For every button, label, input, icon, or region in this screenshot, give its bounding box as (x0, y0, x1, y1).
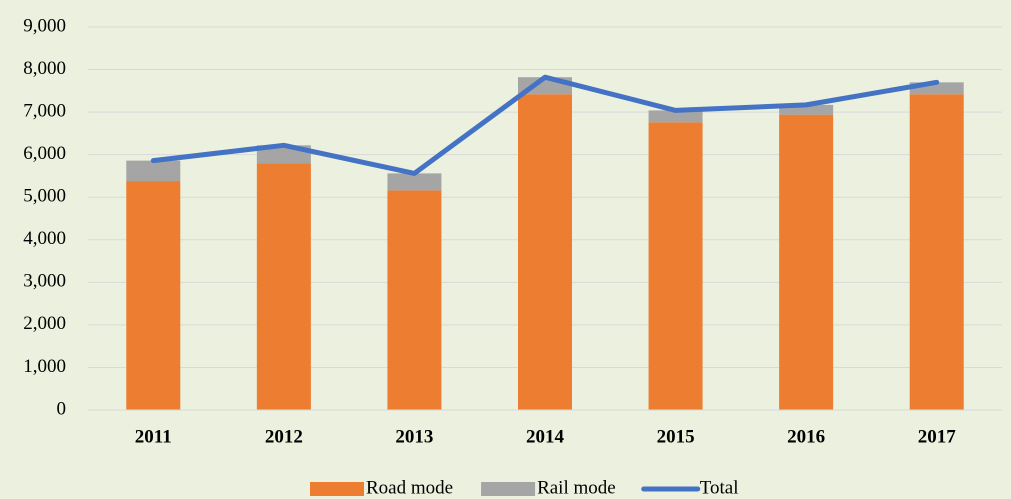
y-tick-label: 4,000 (23, 228, 66, 249)
bar (909, 82, 964, 95)
bar (518, 94, 572, 410)
x-tick-label: 2015 (657, 426, 695, 447)
y-tick-label: 6,000 (23, 143, 66, 164)
y-tick-label: 8,000 (23, 58, 66, 79)
x-tick-label: 2016 (787, 426, 825, 447)
bar (909, 94, 964, 410)
y-tick-label: 0 (57, 398, 67, 419)
bar (256, 163, 311, 410)
bar (126, 181, 181, 410)
line-series (150, 74, 940, 176)
y-tick-label: 9,000 (23, 15, 66, 36)
legend-label: Road mode (366, 477, 453, 498)
bar (387, 173, 442, 191)
y-tick-label: 7,000 (23, 100, 66, 121)
y-tick-label: 1,000 (23, 356, 66, 377)
legend-label: Rail mode (537, 477, 616, 498)
legend-swatch (481, 482, 536, 496)
bar (648, 110, 703, 123)
bar (779, 104, 834, 115)
x-tick-label: 2012 (265, 426, 303, 447)
bar (126, 160, 181, 182)
x-tick-label: 2011 (135, 426, 172, 447)
y-tick-label: 5,000 (23, 186, 66, 207)
bar (779, 114, 834, 411)
x-tick-label: 2017 (918, 426, 957, 447)
y-tick-label: 3,000 (23, 271, 66, 292)
bar (648, 122, 703, 410)
y-tick-label: 2,000 (23, 313, 66, 334)
legend-swatch (310, 482, 364, 496)
x-tick-label: 2014 (526, 426, 565, 447)
legend-label: Total (700, 477, 739, 498)
bar (387, 190, 442, 410)
x-tick-label: 2013 (395, 426, 433, 447)
